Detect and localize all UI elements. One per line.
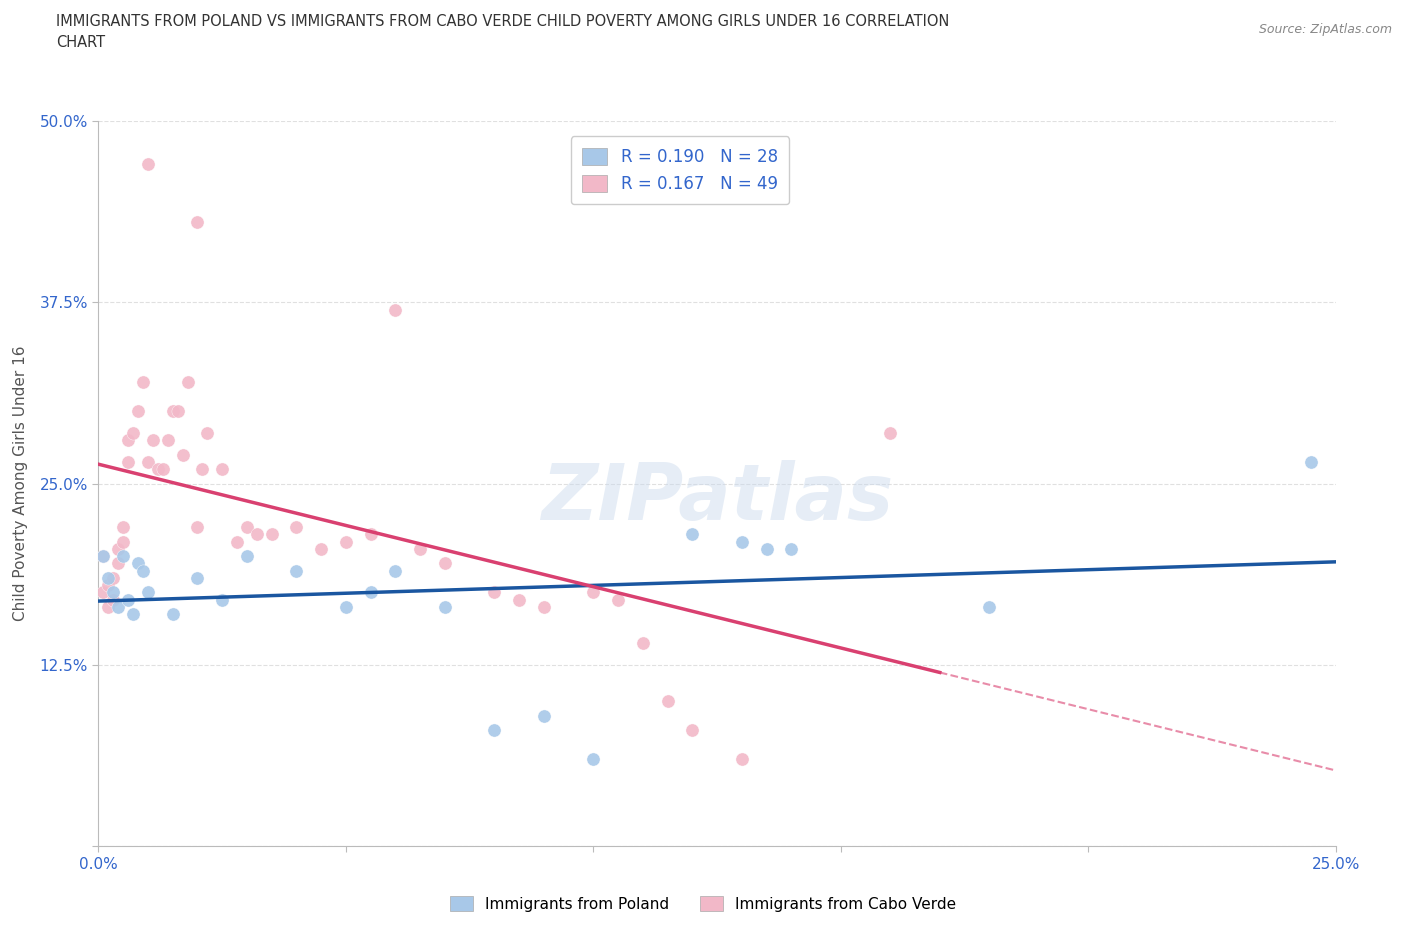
Legend: R = 0.190   N = 28, R = 0.167   N = 49: R = 0.190 N = 28, R = 0.167 N = 49 bbox=[571, 137, 789, 205]
Point bbox=[186, 520, 208, 535]
Point bbox=[657, 694, 679, 709]
Point bbox=[236, 549, 259, 564]
Point bbox=[176, 375, 198, 390]
Point bbox=[112, 534, 135, 549]
Point bbox=[103, 585, 125, 600]
Point bbox=[186, 570, 208, 585]
Point bbox=[107, 541, 129, 556]
Point bbox=[146, 461, 169, 476]
Point bbox=[127, 556, 149, 571]
Text: IMMIGRANTS FROM POLAND VS IMMIGRANTS FROM CABO VERDE CHILD POVERTY AMONG GIRLS U: IMMIGRANTS FROM POLAND VS IMMIGRANTS FRO… bbox=[56, 14, 949, 50]
Point bbox=[226, 534, 249, 549]
Point bbox=[142, 432, 165, 447]
Point bbox=[186, 215, 208, 230]
Point bbox=[433, 600, 456, 615]
Point bbox=[731, 534, 754, 549]
Point bbox=[260, 527, 283, 542]
Point bbox=[384, 302, 406, 317]
Point bbox=[152, 461, 174, 476]
Point bbox=[582, 751, 605, 766]
Point bbox=[97, 570, 120, 585]
Point bbox=[607, 592, 630, 607]
Point bbox=[211, 461, 233, 476]
Point bbox=[484, 723, 506, 737]
Point bbox=[112, 520, 135, 535]
Point bbox=[879, 425, 901, 440]
Point bbox=[582, 585, 605, 600]
Point bbox=[211, 592, 233, 607]
Point bbox=[360, 585, 382, 600]
Point bbox=[631, 636, 654, 651]
Point bbox=[195, 425, 218, 440]
Y-axis label: Child Poverty Among Girls Under 16: Child Poverty Among Girls Under 16 bbox=[14, 346, 28, 621]
Point bbox=[309, 541, 332, 556]
Point bbox=[93, 585, 115, 600]
Point bbox=[132, 564, 155, 578]
Point bbox=[93, 549, 115, 564]
Point bbox=[107, 556, 129, 571]
Point bbox=[508, 592, 530, 607]
Point bbox=[103, 592, 125, 607]
Point bbox=[484, 585, 506, 600]
Point bbox=[117, 455, 139, 470]
Point bbox=[285, 520, 308, 535]
Point bbox=[335, 534, 357, 549]
Point bbox=[103, 570, 125, 585]
Point bbox=[172, 447, 194, 462]
Point bbox=[136, 157, 159, 172]
Point bbox=[191, 461, 214, 476]
Point bbox=[780, 541, 803, 556]
Point bbox=[979, 600, 1001, 615]
Point bbox=[384, 564, 406, 578]
Point bbox=[755, 541, 778, 556]
Point bbox=[127, 404, 149, 418]
Point bbox=[433, 556, 456, 571]
Point bbox=[409, 541, 432, 556]
Point bbox=[136, 585, 159, 600]
Point bbox=[117, 592, 139, 607]
Point bbox=[93, 549, 115, 564]
Point bbox=[236, 520, 259, 535]
Point bbox=[97, 578, 120, 592]
Point bbox=[360, 527, 382, 542]
Point bbox=[246, 527, 269, 542]
Point bbox=[533, 709, 555, 724]
Point bbox=[107, 600, 129, 615]
Text: Source: ZipAtlas.com: Source: ZipAtlas.com bbox=[1258, 23, 1392, 36]
Point bbox=[136, 455, 159, 470]
Point bbox=[162, 606, 184, 621]
Point bbox=[97, 600, 120, 615]
Legend: Immigrants from Poland, Immigrants from Cabo Verde: Immigrants from Poland, Immigrants from … bbox=[444, 890, 962, 918]
Point bbox=[117, 432, 139, 447]
Point bbox=[681, 527, 703, 542]
Text: ZIPatlas: ZIPatlas bbox=[541, 460, 893, 536]
Point bbox=[335, 600, 357, 615]
Point bbox=[162, 404, 184, 418]
Point bbox=[285, 564, 308, 578]
Point bbox=[1299, 455, 1322, 470]
Point bbox=[533, 600, 555, 615]
Point bbox=[166, 404, 188, 418]
Point bbox=[132, 375, 155, 390]
Point bbox=[122, 425, 145, 440]
Point bbox=[731, 751, 754, 766]
Point bbox=[681, 723, 703, 737]
Point bbox=[112, 549, 135, 564]
Point bbox=[122, 606, 145, 621]
Point bbox=[156, 432, 179, 447]
